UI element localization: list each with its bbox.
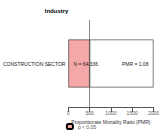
- svg-text:0: 0: [67, 110, 70, 116]
- svg-text:1500: 1500: [127, 110, 138, 116]
- svg-text:500: 500: [85, 110, 94, 116]
- svg-text:N = 64/336: N = 64/336: [73, 61, 98, 67]
- svg-text:Proportionate Mortality Ratio: Proportionate Mortality Ratio (PMR): [71, 119, 151, 126]
- svg-text:Industry: Industry: [45, 8, 69, 14]
- svg-text:p < 0.05: p < 0.05: [78, 124, 96, 130]
- svg-text:CONSTRUCTION SECTOR: CONSTRUCTION SECTOR: [3, 61, 66, 67]
- svg-text:2000: 2000: [148, 110, 159, 116]
- svg-text:1000: 1000: [105, 110, 116, 116]
- svg-text:PMR = 1.08: PMR = 1.08: [122, 61, 149, 67]
